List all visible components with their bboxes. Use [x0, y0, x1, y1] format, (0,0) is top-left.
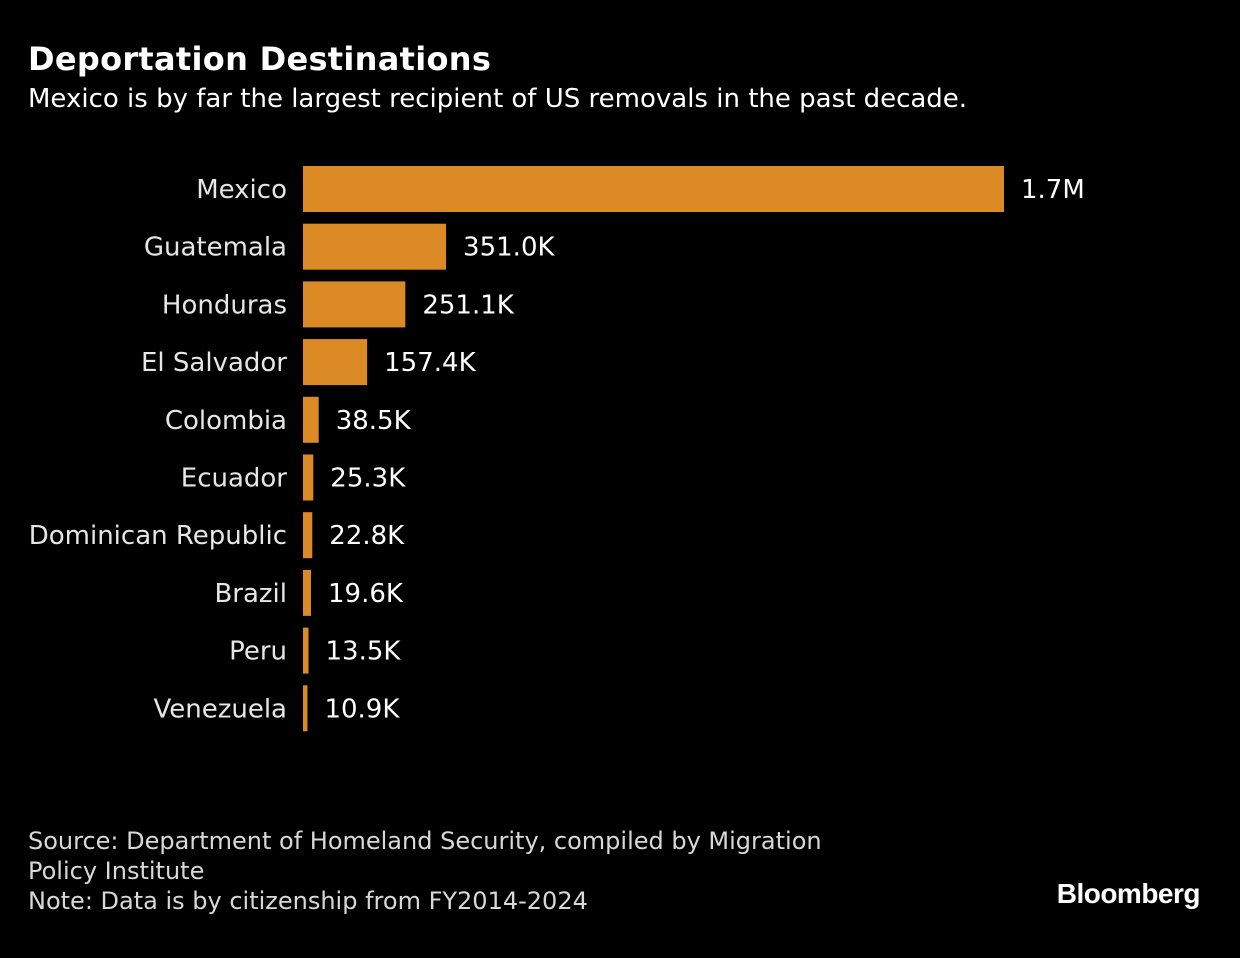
category-label: El Salvador	[141, 348, 287, 378]
bloomberg-logo: Bloomberg	[1056, 878, 1201, 909]
data-label: 25.3K	[330, 464, 406, 494]
data-label: 157.4K	[384, 348, 476, 378]
data-label: 13.5K	[326, 637, 402, 667]
category-label: Ecuador	[181, 464, 288, 494]
bar-mexico	[303, 166, 1004, 212]
category-label: Dominican Republic	[29, 521, 287, 551]
bar-brazil	[303, 569, 311, 616]
bar-ecuador	[303, 454, 314, 501]
source-line-1: Source: Department of Homeland Security,…	[28, 827, 822, 855]
data-label: 22.8K	[329, 521, 405, 551]
category-label: Mexico	[196, 175, 287, 205]
data-label: 1.7M	[1021, 175, 1085, 205]
bar-honduras	[303, 281, 406, 328]
note: Note: Data is by citizenship from FY2014…	[28, 887, 588, 915]
category-label: Honduras	[162, 290, 287, 320]
category-label: Colombia	[165, 406, 287, 436]
category-label: Venezuela	[153, 694, 287, 724]
bar-colombia	[303, 396, 319, 443]
bar-peru	[303, 627, 309, 674]
data-label: 351.0K	[463, 233, 555, 263]
data-label: 38.5K	[336, 406, 412, 436]
chart-subtitle: Mexico is by far the largest recipient o…	[28, 84, 968, 114]
category-label: Guatemala	[144, 233, 287, 263]
bar-guatemala	[303, 223, 447, 270]
footer: Source: Department of Homeland Security,…	[28, 826, 822, 916]
bar-el-salvador	[303, 339, 368, 386]
bar-venezuela	[303, 685, 308, 732]
bar-dominican-republic	[303, 512, 313, 559]
data-label: 251.1K	[422, 290, 514, 320]
data-label: 10.9K	[324, 694, 400, 724]
source-line-2: Policy Institute	[28, 857, 205, 885]
data-label: 19.6K	[328, 579, 404, 609]
category-label: Peru	[229, 637, 287, 667]
category-label: Brazil	[214, 579, 287, 609]
chart-title: Deportation Destinations	[28, 40, 492, 78]
